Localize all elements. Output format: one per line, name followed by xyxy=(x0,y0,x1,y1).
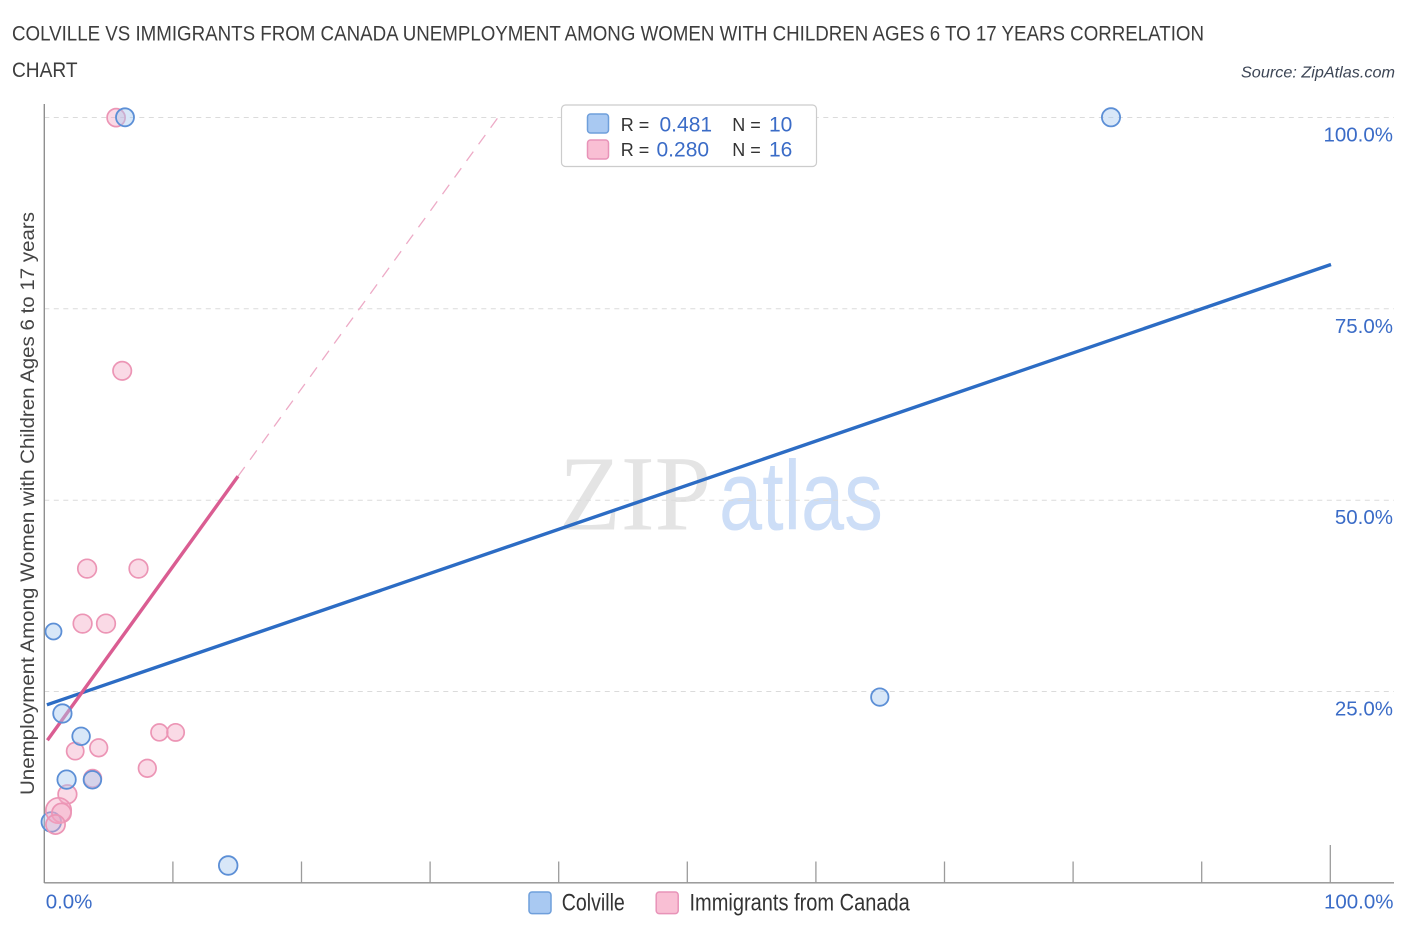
svg-text:Colville: Colville xyxy=(562,890,625,917)
svg-text:R =: R = xyxy=(621,115,650,135)
svg-text:25.0%: 25.0% xyxy=(1335,698,1393,721)
svg-text:75.0%: 75.0% xyxy=(1335,315,1393,338)
svg-text:ZIP: ZIP xyxy=(559,435,711,554)
svg-text:0.0%: 0.0% xyxy=(46,891,93,914)
svg-text:COLVILLE VS IMMIGRANTS FROM CA: COLVILLE VS IMMIGRANTS FROM CANADA UNEMP… xyxy=(12,22,1204,45)
svg-text:16: 16 xyxy=(769,139,792,162)
svg-text:0.280: 0.280 xyxy=(657,139,710,162)
svg-text:Immigrants from Canada: Immigrants from Canada xyxy=(690,890,911,917)
svg-text:Source: ZipAtlas.com: Source: ZipAtlas.com xyxy=(1241,65,1395,82)
svg-text:atlas: atlas xyxy=(719,441,883,551)
svg-text:N =: N = xyxy=(732,115,761,135)
svg-text:100.0%: 100.0% xyxy=(1323,123,1393,146)
svg-text:0.481: 0.481 xyxy=(660,114,713,137)
svg-text:N =: N = xyxy=(732,140,761,160)
svg-text:Unemployment Among Women with: Unemployment Among Women with Children A… xyxy=(17,212,39,795)
svg-text:50.0%: 50.0% xyxy=(1335,506,1393,529)
svg-text:CHART: CHART xyxy=(12,59,78,82)
svg-text:100.0%: 100.0% xyxy=(1324,891,1394,914)
svg-text:10: 10 xyxy=(769,114,792,137)
svg-text:R =: R = xyxy=(621,140,650,160)
